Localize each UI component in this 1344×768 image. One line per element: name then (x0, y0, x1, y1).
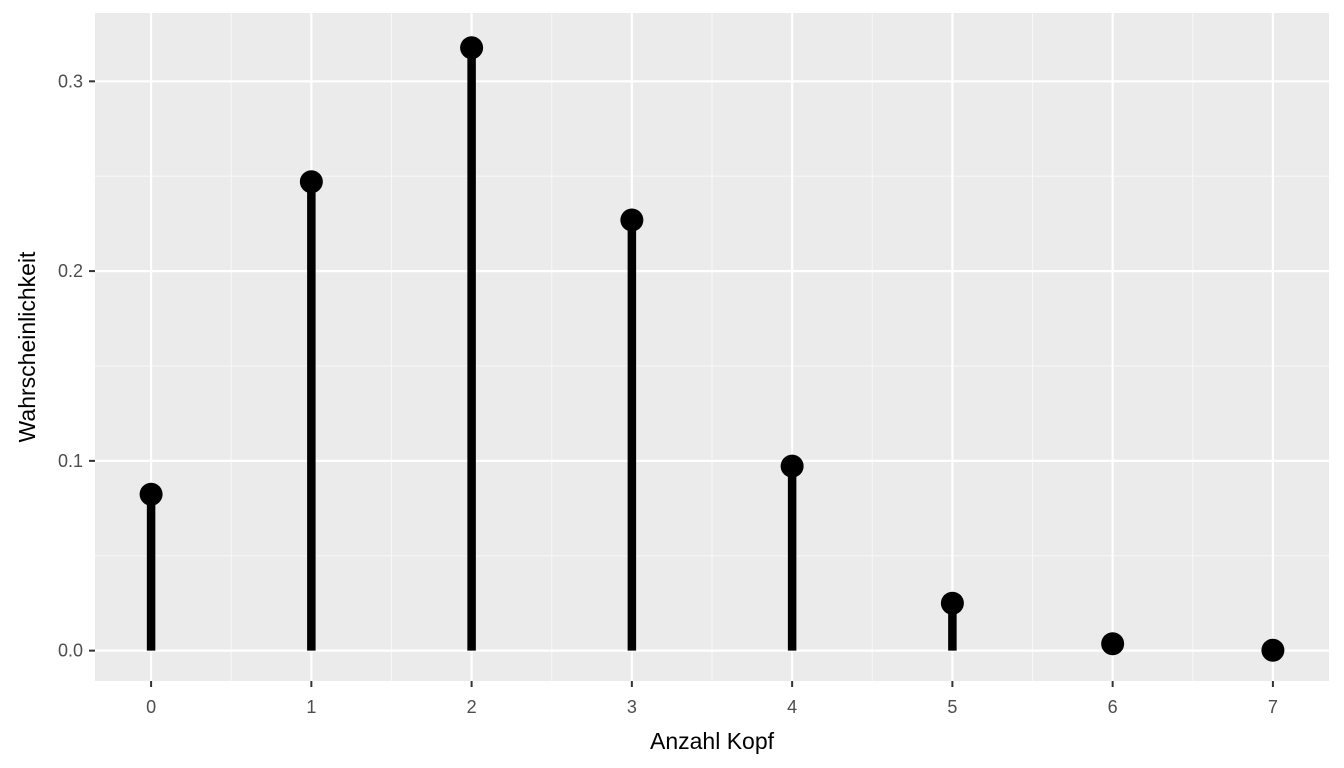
minor-grid (95, 13, 1329, 681)
x-tick-label: 0 (146, 697, 156, 717)
y-axis-ticks: 0.0 0.1 0.2 0.3 (58, 71, 95, 661)
x-axis-ticks: 0 1 2 3 4 5 6 7 (146, 681, 1278, 717)
point-2 (460, 36, 484, 60)
x-axis-title: Anzahl Kopf (650, 728, 775, 754)
y-axis-title: Wahrscheinlichkeit (14, 251, 40, 442)
y-tick-label: 0.1 (58, 451, 83, 471)
stems (146, 47, 1278, 651)
point-4 (780, 454, 804, 478)
x-tick-label: 2 (467, 697, 477, 717)
y-tick-label: 0.3 (58, 71, 83, 91)
point-6 (1101, 632, 1125, 656)
point-7 (1261, 638, 1285, 662)
x-tick-label: 3 (627, 697, 637, 717)
points (139, 36, 1285, 662)
x-tick-label: 5 (947, 697, 957, 717)
point-0 (139, 482, 163, 506)
x-tick-label: 6 (1108, 697, 1118, 717)
point-1 (299, 170, 323, 194)
x-tick-label: 7 (1268, 697, 1278, 717)
x-tick-label: 4 (787, 697, 797, 717)
point-3 (620, 208, 644, 232)
x-tick-label: 1 (306, 697, 316, 717)
point-5 (940, 591, 964, 615)
y-tick-label: 0.2 (58, 261, 83, 281)
y-tick-label: 0.0 (58, 641, 83, 661)
